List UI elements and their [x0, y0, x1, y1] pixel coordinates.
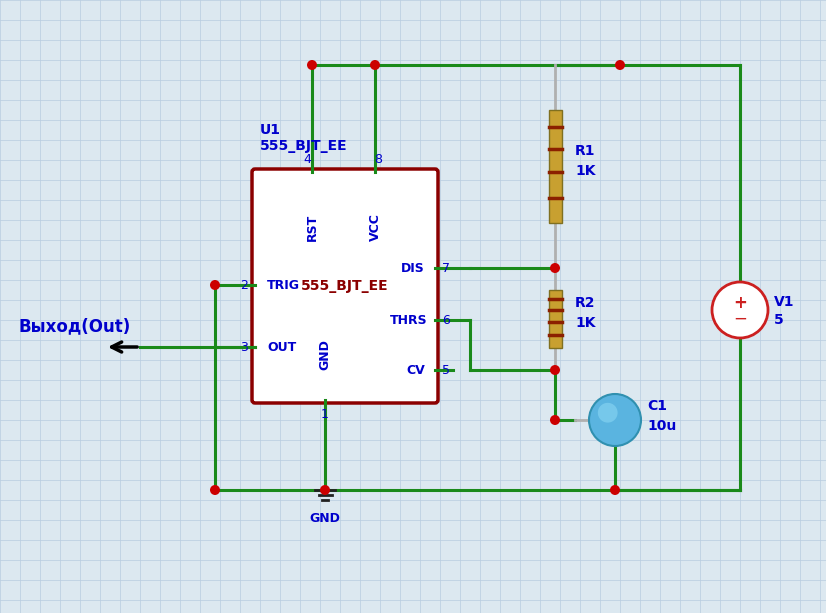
- Circle shape: [598, 403, 618, 422]
- Text: 3: 3: [240, 340, 248, 354]
- Circle shape: [550, 415, 560, 425]
- Circle shape: [210, 485, 220, 495]
- Text: 7: 7: [442, 262, 450, 275]
- Circle shape: [712, 282, 768, 338]
- Circle shape: [589, 394, 641, 446]
- Circle shape: [210, 280, 220, 290]
- Text: 8: 8: [374, 153, 382, 166]
- Text: RST: RST: [306, 213, 319, 241]
- Text: THRS: THRS: [389, 313, 427, 327]
- Text: 1K: 1K: [575, 164, 596, 178]
- Text: 5: 5: [774, 313, 784, 327]
- Text: 2: 2: [240, 278, 248, 292]
- Text: GND: GND: [319, 340, 331, 370]
- Text: −: −: [733, 310, 747, 328]
- Text: TRIG: TRIG: [267, 278, 300, 292]
- Text: 1: 1: [321, 408, 329, 421]
- Text: 5: 5: [442, 364, 450, 376]
- Circle shape: [370, 60, 380, 70]
- Text: R2: R2: [575, 296, 596, 310]
- Text: OUT: OUT: [267, 340, 297, 354]
- Text: 1K: 1K: [575, 316, 596, 330]
- Circle shape: [610, 485, 620, 495]
- Text: R1: R1: [575, 143, 596, 158]
- Circle shape: [307, 60, 317, 70]
- Bar: [548, 110, 562, 223]
- Circle shape: [550, 365, 560, 375]
- FancyBboxPatch shape: [252, 169, 438, 403]
- Text: C1: C1: [647, 399, 667, 413]
- Circle shape: [550, 263, 560, 273]
- Text: V1: V1: [774, 295, 795, 309]
- Text: +: +: [733, 294, 747, 312]
- Text: VCC: VCC: [368, 213, 382, 241]
- Bar: [548, 291, 562, 348]
- Text: DIS: DIS: [401, 262, 425, 275]
- Text: 555_BJT_EE: 555_BJT_EE: [301, 279, 389, 293]
- Text: 6: 6: [442, 313, 450, 327]
- Text: U1: U1: [260, 123, 281, 137]
- Circle shape: [320, 485, 330, 495]
- Text: 555_BJT_EE: 555_BJT_EE: [260, 139, 348, 153]
- Text: Выход(Out): Выход(Out): [18, 317, 131, 335]
- Text: CV: CV: [406, 364, 425, 376]
- Text: 10u: 10u: [647, 419, 676, 433]
- Text: 4: 4: [303, 153, 311, 166]
- Text: GND: GND: [310, 512, 340, 525]
- Circle shape: [615, 60, 625, 70]
